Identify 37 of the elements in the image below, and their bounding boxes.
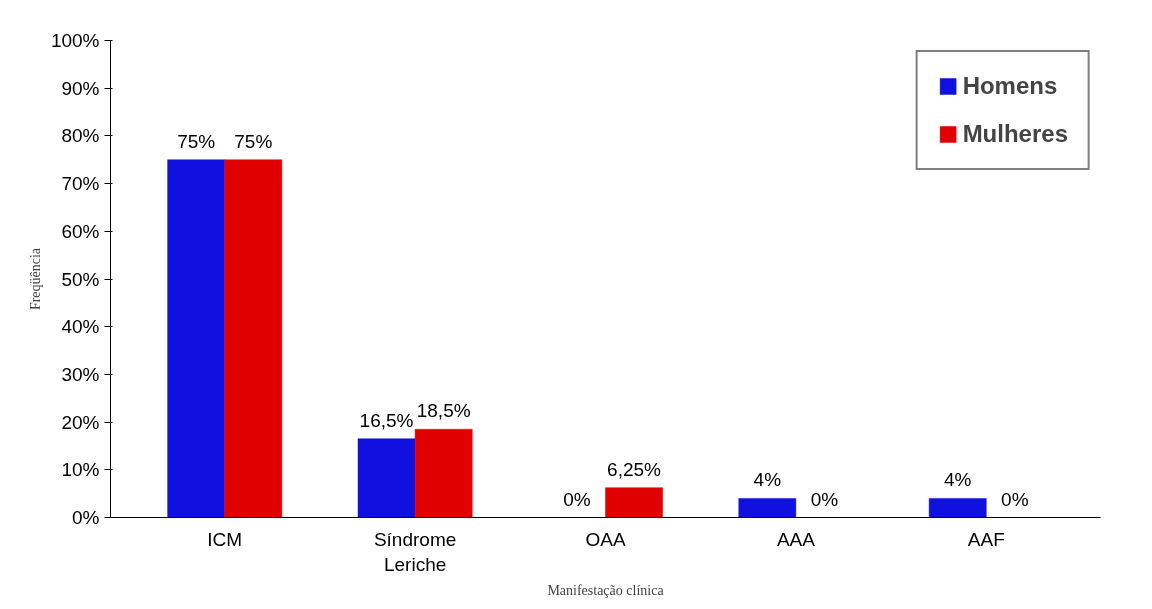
bar <box>738 498 797 518</box>
bar <box>928 498 987 518</box>
y-axis-title: Freqüência <box>27 247 43 311</box>
data-label: 16,5% <box>359 409 414 431</box>
y-tick-label: 80% <box>61 125 100 147</box>
x-axis-title: Manifestação clínica <box>547 582 665 598</box>
y-tick-label: 60% <box>61 220 100 242</box>
legend-label: Mulheres <box>962 120 1068 148</box>
y-tick-label: 90% <box>61 77 100 99</box>
bar <box>224 159 283 518</box>
x-tick-label: Síndrome Leriche <box>373 528 457 575</box>
y-tick-label: 30% <box>61 363 100 385</box>
y-tick-label: 100% <box>50 30 100 51</box>
y-tick-label: 40% <box>61 316 100 338</box>
bar <box>414 429 473 518</box>
y-tick-label: 20% <box>61 411 100 433</box>
x-tick-label: AAF <box>967 528 1005 550</box>
data-label: 4% <box>943 469 972 491</box>
bar <box>605 487 663 518</box>
bar <box>357 438 416 518</box>
data-label: 75% <box>177 130 216 152</box>
data-label: 0% <box>1001 488 1029 510</box>
y-tick-label: 0% <box>72 507 100 528</box>
legend-label: Homens <box>962 72 1058 100</box>
data-label: 0% <box>563 488 591 510</box>
bar <box>167 159 225 518</box>
data-label: 4% <box>753 469 782 491</box>
y-tick-label: 70% <box>61 173 100 195</box>
data-label: 6,25% <box>607 458 662 480</box>
data-label: 18,5% <box>416 400 471 422</box>
y-tick-label: 50% <box>61 268 100 290</box>
x-tick-label: AAA <box>776 528 816 550</box>
x-tick-label: OAA <box>585 528 626 550</box>
y-tick-label: 10% <box>61 459 100 481</box>
x-tick-label: ICM <box>207 528 243 550</box>
data-label: 0% <box>810 488 839 510</box>
data-label: 75% <box>234 130 273 152</box>
